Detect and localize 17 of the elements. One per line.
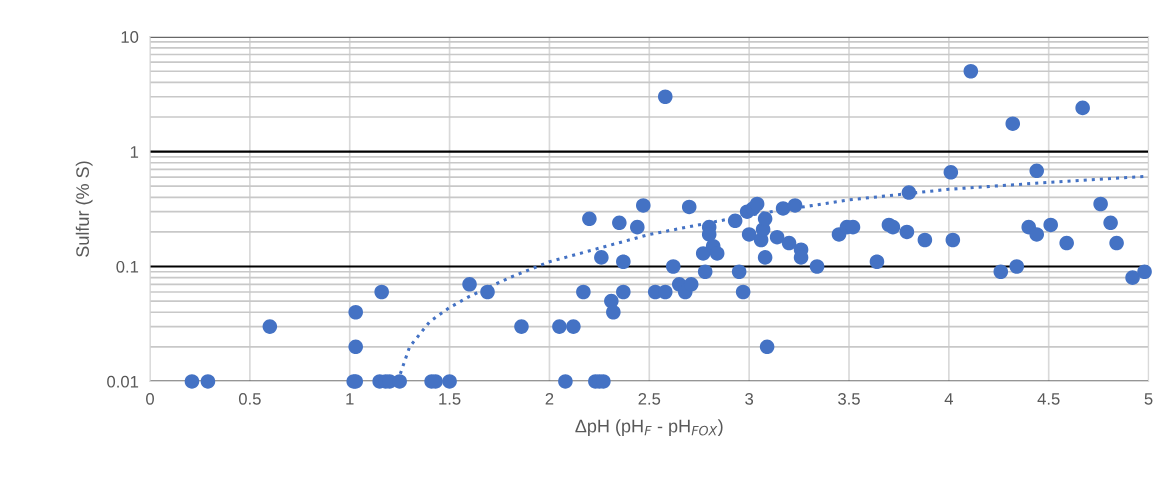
x-tick-label: 3 bbox=[745, 392, 754, 405]
x-tick-label: 5 bbox=[1144, 393, 1153, 405]
x-tick-label: 3.5 bbox=[838, 392, 860, 405]
y-tick-label: 0.1 bbox=[116, 260, 139, 273]
y-tick-label: 10 bbox=[121, 31, 139, 43]
x-tick-label: 0.5 bbox=[238, 392, 261, 405]
x-axis-title: ΔpH (pH$_{F}$ - pH$_{FOX}$) bbox=[575, 419, 723, 437]
y-axis-title: Sulfur (% S) bbox=[75, 161, 93, 257]
x-tick-label: 0 bbox=[146, 392, 154, 405]
x-tick-label: 2 bbox=[545, 392, 554, 405]
x-tick-label: 4 bbox=[944, 393, 953, 405]
x-tick-label: 2.5 bbox=[638, 392, 661, 405]
x-tick-label: 1 bbox=[346, 393, 354, 405]
x-tick-label: 1.5 bbox=[439, 393, 461, 405]
y-tick-label: 0.01 bbox=[107, 375, 139, 388]
y-tick-label: 1 bbox=[130, 146, 139, 158]
x-tick-label: 4.5 bbox=[1037, 393, 1060, 405]
